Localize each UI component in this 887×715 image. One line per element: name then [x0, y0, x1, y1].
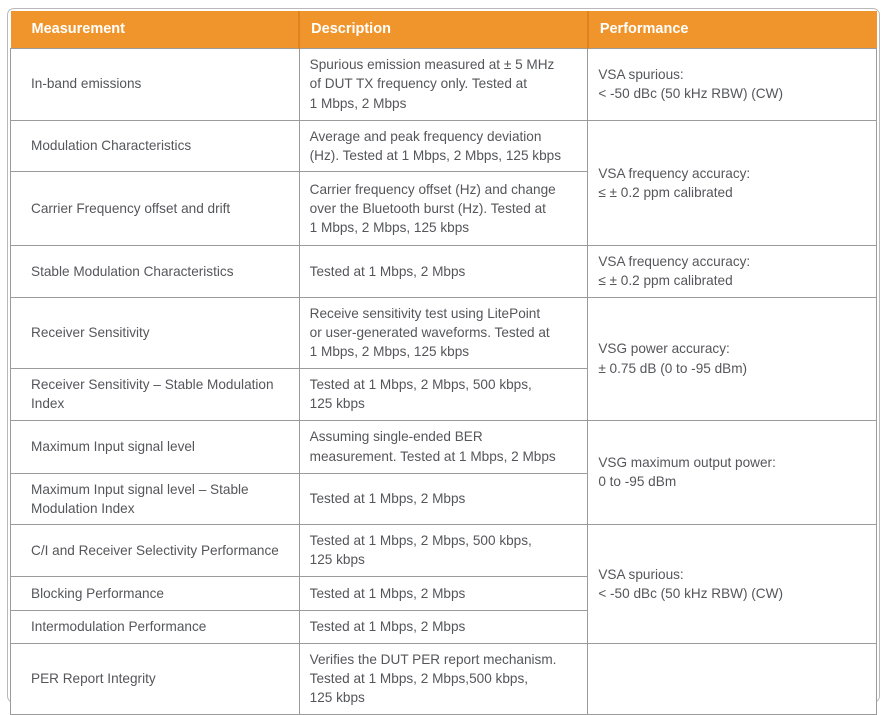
performance-cell: VSG maximum output power: 0 to -95 dBm: [587, 419, 877, 526]
performance-cell: VSA spurious: < -50 dBc (50 kHz RBW) (CW…: [587, 524, 877, 644]
performance-cell: VSA spurious: < -50 dBc (50 kHz RBW) (CW…: [587, 47, 877, 121]
column-header-measurement: Measurement: [10, 11, 300, 48]
measurement-cell: Blocking Performance: [10, 575, 300, 611]
description-cell: Assuming single-ended BER measurement. T…: [298, 419, 589, 474]
measurement-cell: Maximum Input signal level – Stable Modu…: [10, 472, 300, 526]
description-cell: Tested at 1 Mbps, 2 Mbps, 500 kbps, 125 …: [298, 524, 589, 577]
description-cell: Tested at 1 Mbps, 2 Mbps: [298, 472, 589, 526]
description-cell: Tested at 1 Mbps, 2 Mbps, 500 kbps, 125 …: [298, 367, 589, 421]
description-cell: Tested at 1 Mbps, 2 Mbps: [298, 609, 589, 644]
measurement-cell: Stable Modulation Characteristics: [10, 245, 300, 298]
measurement-cell: Carrier Frequency offset and drift: [10, 171, 300, 247]
performance-cell: [587, 642, 877, 715]
description-cell: Receive sensitivity test using LitePoint…: [298, 296, 589, 369]
description-cell: Tested at 1 Mbps, 2 Mbps: [298, 575, 589, 611]
table-row: C/I and Receiver Selectivity Performance…: [10, 524, 877, 644]
measurement-cell: In-band emissions: [10, 47, 300, 121]
performance-cell: VSA frequency accuracy: ≤ ± 0.2 ppm cali…: [587, 245, 877, 298]
header-row: Measurement Description Performance: [10, 11, 877, 48]
spec-table-card: Measurement Description Performance In-b…: [7, 8, 880, 715]
table-row: Stable Modulation Characteristics Tested…: [10, 245, 877, 298]
table-header: Measurement Description Performance: [10, 11, 877, 48]
measurement-cell: Receiver Sensitivity – Stable Modulation…: [10, 367, 300, 421]
performance-cell: VSA frequency accuracy: ≤ ± 0.2 ppm cali…: [587, 119, 877, 247]
table-body: In-band emissions Spurious emission meas…: [10, 47, 877, 715]
description-cell: Spurious emission measured at ± 5 MHz of…: [298, 47, 589, 121]
performance-cell: VSG power accuracy: ± 0.75 dB (0 to -95 …: [587, 296, 877, 421]
table-row: Modulation Characteristics Average and p…: [10, 119, 877, 247]
measurement-spec-table: Measurement Description Performance In-b…: [10, 11, 877, 715]
measurement-cell: Receiver Sensitivity: [10, 296, 300, 369]
measurement-cell: PER Report Integrity: [10, 642, 300, 715]
table-row: PER Report Integrity Verifies the DUT PE…: [10, 642, 877, 715]
column-header-performance: Performance: [586, 11, 877, 48]
measurement-cell: Modulation Characteristics: [10, 119, 300, 173]
column-header-description: Description: [298, 11, 588, 48]
table-row: Receiver Sensitivity – Stable Modulation…: [10, 367, 877, 421]
description-cell: Carrier frequency offset (Hz) and change…: [298, 171, 589, 247]
description-cell: Average and peak frequency deviation (Hz…: [298, 119, 589, 173]
measurement-cell: Intermodulation Performance: [10, 609, 300, 644]
measurement-cell: Maximum Input signal level: [10, 419, 300, 474]
table-row: Intermodulation Performance Tested at 1 …: [10, 609, 877, 644]
table-row: Carrier Frequency offset and drift Carri…: [10, 171, 877, 247]
table-row: Receiver Sensitivity Receive sensitivity…: [10, 296, 877, 421]
description-cell: Tested at 1 Mbps, 2 Mbps: [298, 245, 589, 298]
table-row: In-band emissions Spurious emission meas…: [10, 47, 877, 121]
table-row: Maximum Input signal level – Stable Modu…: [10, 472, 877, 526]
measurement-cell: C/I and Receiver Selectivity Performance: [10, 524, 300, 577]
description-cell: Verifies the DUT PER report mechanism. T…: [298, 642, 589, 715]
table-row: Maximum Input signal level Assuming sing…: [10, 419, 877, 526]
